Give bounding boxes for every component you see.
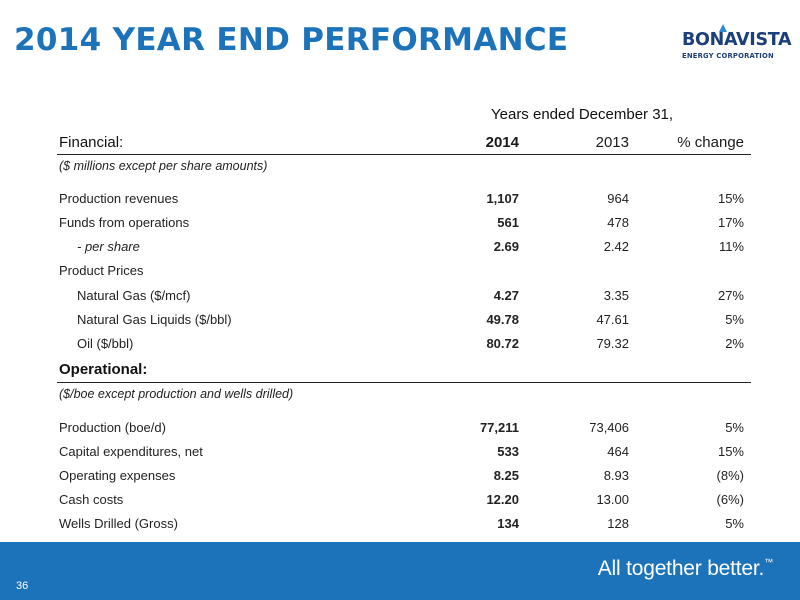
value-2014: 561 [497,215,519,230]
value-2013: 73,406 [589,420,629,435]
value-2013: 2.42 [603,239,629,254]
logo-subtitle: ENERGY CORPORATION [682,52,774,60]
company-logo: BONAVISTA ENERGY CORPORATION [682,24,792,61]
value-2014: 4.27 [493,288,519,303]
table-row: Wells Drilled (Gross) 134 128 5% [57,514,751,534]
value-2014: 2.69 [493,239,519,254]
value-2014: 80.72 [486,336,519,351]
row-label: Natural Gas Liquids ($/bbl) [77,312,232,327]
table-row: Oil ($/bbl) 80.72 79.32 2% [57,334,751,354]
table-row: Funds from operations 561 478 17% [57,213,751,233]
value-2014: 8.25 [493,468,519,483]
operational-note: ($/boe except production and wells drill… [59,387,294,401]
value-2013: 464 [607,444,629,459]
row-label: Product Prices [59,263,144,278]
table-row: Operating expenses 8.25 8.93 (8%) [57,466,751,486]
page-number: 36 [16,580,29,592]
financial-note: ($ millions except per share amounts) [59,159,268,173]
page-title: 2014 YEAR END PERFORMANCE [14,22,569,58]
value-change: 11% [718,239,744,254]
operational-header-row: Operational: [57,358,751,383]
value-2013: 47.61 [596,312,629,327]
value-2013: 478 [607,215,629,230]
table-row: Production revenues 1,107 964 15% [57,189,751,209]
financial-header-row: Financial: 2014 2013 % change [57,132,751,155]
years-header: Years ended December 31, [491,106,674,123]
row-label: Funds from operations [59,215,190,230]
value-2013: 79.32 [596,336,629,351]
value-change: 17% [717,215,744,230]
value-change: 15% [717,444,744,459]
table-row: Production (boe/d) 77,211 73,406 5% [57,418,751,438]
row-label: Cash costs [59,492,124,507]
value-2013: 13.00 [596,492,629,507]
value-change: (8%) [716,468,744,483]
value-2013: 8.93 [603,468,629,483]
value-2014: 533 [497,444,519,459]
tagline-text: All together better. [597,557,765,580]
col-change-header: % change [677,134,744,151]
value-change: 5% [725,516,744,531]
col-2013-header: 2013 [595,134,629,151]
logo-name: BONAVISTA [682,30,792,50]
row-label: Operating expenses [59,468,176,483]
value-change: 2% [725,336,744,351]
footer-bar: 36 All together better.™ [0,542,800,600]
value-change: 5% [725,420,744,435]
value-2014: 77,211 [479,420,519,435]
table-row: Natural Gas ($/mcf) 4.27 3.35 27% [57,286,751,306]
financial-label: Financial: [59,134,124,151]
trademark-symbol: ™ [764,557,773,567]
row-label: Oil ($/bbl) [77,336,134,351]
value-change: (6%) [716,492,744,507]
col-2014-header: 2014 [485,134,519,151]
row-label: Production (boe/d) [59,420,166,435]
value-change: 15% [717,191,744,206]
table-row: Capital expenditures, net 533 464 15% [57,442,751,462]
row-label: Production revenues [59,191,179,206]
value-2013: 3.35 [603,288,629,303]
value-2014: 134 [497,516,519,531]
logo-accent-icon [719,24,727,32]
value-2014: 12.20 [486,492,519,507]
table-row: Natural Gas Liquids ($/bbl) 49.78 47.61 … [57,310,751,330]
value-2013: 964 [607,191,629,206]
row-label: - per share [77,239,140,254]
value-2014: 1,107 [486,191,519,206]
value-change: 27% [717,288,744,303]
table-row: Product Prices [57,261,751,281]
row-label: Wells Drilled (Gross) [59,516,178,531]
value-change: 5% [725,312,744,327]
value-2014: 49.78 [486,312,519,327]
operational-label: Operational: [59,361,148,378]
value-2013: 128 [607,516,629,531]
row-label: Natural Gas ($/mcf) [77,288,191,303]
tagline: All together better.™ [598,557,773,581]
row-label: Capital expenditures, net [59,444,203,459]
table-row: - per share 2.69 2.42 11% [57,237,751,257]
table-row: Cash costs 12.20 13.00 (6%) [57,490,751,510]
